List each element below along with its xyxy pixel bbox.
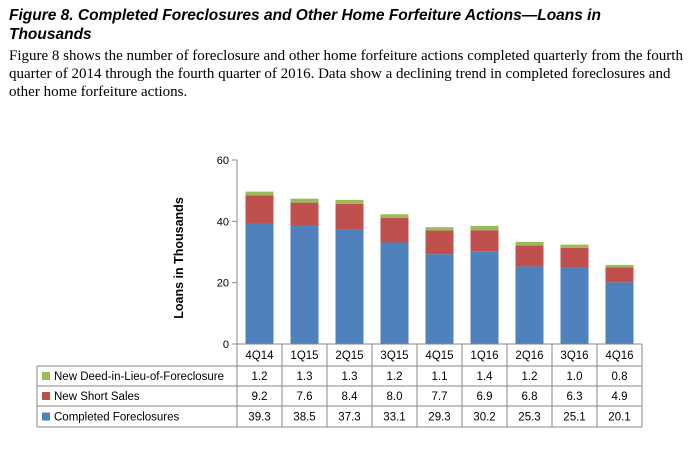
data-label: 7.7 xyxy=(432,391,448,403)
data-label: 1.1 xyxy=(432,371,448,383)
legend-label: New Deed-in-Lieu-of-Foreclosure xyxy=(54,371,224,383)
y-tick-label: 40 xyxy=(217,216,229,228)
bar-segment xyxy=(605,267,634,283)
bar-segment xyxy=(605,264,634,268)
data-label: 8.0 xyxy=(387,391,403,403)
x-tick-label: 1Q16 xyxy=(470,350,498,362)
data-label: 4.9 xyxy=(612,391,628,403)
bar-segment xyxy=(605,282,634,344)
data-label: 29.3 xyxy=(428,412,450,424)
x-tick-label: 4Q16 xyxy=(605,350,633,362)
data-label: 1.3 xyxy=(342,371,358,383)
bar-segment xyxy=(290,198,319,203)
data-label: 37.3 xyxy=(338,412,360,424)
x-tick-label: 1Q15 xyxy=(290,350,318,362)
x-tick-label: 2Q15 xyxy=(335,350,363,362)
figure-title: Figure 8. Completed Foreclosures and Oth… xyxy=(9,7,601,43)
x-tick-label: 3Q16 xyxy=(560,350,588,362)
x-tick-label: 3Q15 xyxy=(380,350,408,362)
bar-segment xyxy=(560,244,589,248)
axes-group: 0 20 40 60 xyxy=(217,155,642,351)
data-label: 7.6 xyxy=(297,391,313,403)
bar-segment xyxy=(245,195,274,224)
data-label: 8.4 xyxy=(342,391,359,403)
bar-segment xyxy=(380,217,409,243)
figure-description: Figure 8 shows the number of foreclosure… xyxy=(9,48,683,100)
data-label: 6.9 xyxy=(477,391,493,403)
x-tick-label: 4Q15 xyxy=(425,350,453,362)
bar-segment xyxy=(245,191,274,196)
data-label: 39.3 xyxy=(248,412,270,424)
data-label: 1.2 xyxy=(522,371,538,383)
data-label: 6.3 xyxy=(567,391,583,403)
data-table: 4Q14 1Q15 2Q15 3Q15 4Q15 1Q16 2Q16 3Q16 4Q16 New … xyxy=(36,344,643,428)
y-tick-label: 20 xyxy=(217,278,229,290)
bar-segment xyxy=(335,229,364,344)
bar-segment xyxy=(470,230,499,252)
data-label: 6.8 xyxy=(522,391,538,403)
bar-segment xyxy=(515,241,544,246)
data-label: 38.5 xyxy=(293,412,315,424)
data-label: 25.1 xyxy=(563,412,585,424)
data-label: 1.3 xyxy=(297,371,313,383)
y-tick-label: 0 xyxy=(223,339,229,351)
bar-segment xyxy=(290,225,319,344)
bar-segment xyxy=(425,230,454,255)
data-label: 20.1 xyxy=(608,412,630,424)
legend-label: Completed Foreclosures xyxy=(54,412,180,424)
bar-segment xyxy=(425,227,454,231)
bar-segment xyxy=(515,245,544,267)
bar-segment xyxy=(290,202,319,226)
data-label: 30.2 xyxy=(473,412,495,424)
legend-label: New Short Sales xyxy=(54,391,140,403)
bar-segment xyxy=(380,242,409,344)
bar-segment xyxy=(470,225,499,231)
x-tick-label: 2Q16 xyxy=(515,350,543,362)
legend-swatch xyxy=(42,372,50,380)
data-label: 33.1 xyxy=(383,412,405,424)
bar-segment xyxy=(560,267,589,344)
legend-swatch xyxy=(42,392,50,400)
data-label: 1.2 xyxy=(387,371,403,383)
bar-segment xyxy=(335,199,364,204)
bars-group xyxy=(245,191,634,344)
x-tick-label: 4Q14 xyxy=(245,350,274,362)
data-label: 1.4 xyxy=(477,371,494,383)
y-axis-label: Loans in Thousands xyxy=(172,197,186,319)
y-tick-label: 60 xyxy=(217,155,229,167)
data-label: 25.3 xyxy=(518,412,540,424)
bar-segment xyxy=(425,254,454,344)
legend-swatch xyxy=(42,412,50,421)
data-label: 0.8 xyxy=(612,371,628,383)
bar-segment xyxy=(470,251,499,344)
bar-segment xyxy=(245,223,274,344)
bar-segment xyxy=(335,203,364,230)
bar-segment xyxy=(515,266,544,344)
data-label: 1.2 xyxy=(252,371,268,383)
bar-segment xyxy=(380,214,409,218)
data-label: 1.0 xyxy=(567,371,583,383)
data-label: 9.2 xyxy=(252,391,268,403)
bar-segment xyxy=(560,247,589,268)
